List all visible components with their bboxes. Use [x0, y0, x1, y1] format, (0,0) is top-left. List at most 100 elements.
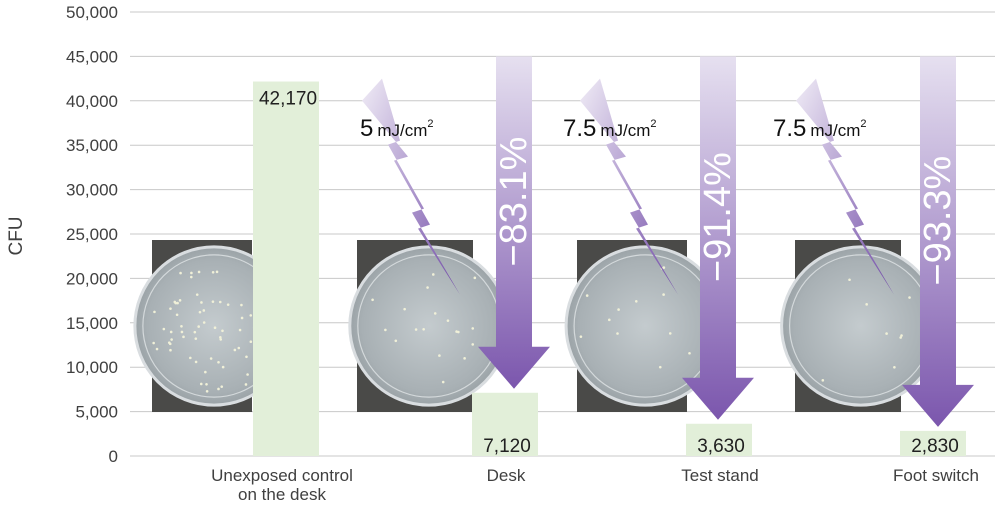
- value-labels: 42,170 7,120 3,630 2,830: [259, 89, 959, 457]
- y-tick-label: 30,000: [66, 181, 118, 200]
- colony: [190, 271, 193, 275]
- colony: [205, 382, 208, 386]
- dose-value: 5: [360, 115, 373, 142]
- colony: [848, 278, 851, 282]
- colony: [178, 299, 182, 302]
- dose-value: 7.5: [563, 115, 596, 142]
- category-label-line: Desk: [487, 466, 526, 485]
- dose-label: 7.5 mJ/cm2: [773, 115, 867, 142]
- colony: [217, 360, 220, 364]
- colony: [422, 328, 425, 331]
- x-axis: Unexposed control on the desk Desk Test sta…: [211, 466, 979, 504]
- colony: [194, 360, 198, 364]
- colony: [634, 300, 638, 303]
- value-label: 7,120: [483, 436, 531, 457]
- colony: [885, 332, 888, 335]
- colony: [221, 329, 224, 333]
- category-label: Desk: [487, 466, 526, 485]
- dose-value: 7.5: [773, 115, 806, 142]
- colony: [668, 332, 672, 335]
- colony: [403, 307, 406, 311]
- colony: [893, 365, 896, 369]
- colony: [238, 328, 242, 332]
- colony: [211, 300, 215, 303]
- colony: [617, 308, 620, 311]
- colony: [194, 337, 198, 340]
- colony: [658, 365, 662, 369]
- colony: [221, 365, 225, 369]
- y-axis: 0 5,000 10,000 15,000 20,000 25,000 30,000 35,0…: [66, 3, 118, 466]
- colony: [371, 298, 374, 302]
- colony: [169, 307, 172, 310]
- colony: [688, 351, 691, 355]
- colony: [179, 271, 182, 275]
- y-tick-label: 0: [109, 447, 118, 466]
- value-label: 3,630: [697, 436, 745, 457]
- colony: [244, 383, 248, 386]
- colony: [908, 296, 911, 299]
- colony: [579, 335, 583, 338]
- colony: [205, 389, 209, 393]
- colony: [463, 357, 466, 360]
- dose-label: 5 mJ/cm2: [360, 115, 434, 142]
- colony: [213, 326, 217, 330]
- uv-bolts: 5 mJ/cm2 7.5 mJ/cm2 7.5 mJ/cm2: [360, 78, 894, 295]
- colony: [169, 330, 173, 334]
- dose-unit-superscript: 2: [427, 118, 433, 130]
- colony: [199, 382, 203, 386]
- y-tick-label: 10,000: [66, 358, 118, 377]
- y-tick-label: 5,000: [75, 403, 118, 422]
- colony: [899, 336, 902, 339]
- category-label: Foot switch: [893, 466, 979, 485]
- dose-unit-superscript: 2: [860, 118, 866, 130]
- y-tick-label: 40,000: [66, 92, 118, 111]
- colony: [152, 341, 155, 345]
- colony: [219, 336, 222, 339]
- y-tick-label: 20,000: [66, 269, 118, 288]
- colony: [193, 330, 197, 334]
- colony: [240, 316, 244, 320]
- colony: [170, 338, 173, 341]
- y-tick-label: 25,000: [66, 225, 118, 244]
- category-label-line: Unexposed control: [211, 466, 353, 485]
- bars: [253, 81, 966, 457]
- colony: [249, 314, 253, 317]
- y-axis-label: CFU: [6, 216, 27, 255]
- colony: [182, 335, 185, 339]
- colony: [162, 327, 166, 331]
- petri-dish-photo: [348, 240, 510, 412]
- category-label-line: Foot switch: [893, 466, 979, 485]
- colony: [220, 385, 224, 388]
- uv-bolt-icon: [580, 78, 678, 295]
- colony: [616, 332, 619, 335]
- y-tick-label: 45,000: [66, 47, 118, 66]
- category-label-line: on the desk: [238, 485, 326, 504]
- colony: [438, 354, 441, 357]
- colony: [204, 370, 207, 374]
- colony: [169, 348, 172, 352]
- colony: [197, 270, 201, 274]
- colony: [441, 380, 445, 384]
- colony: [249, 340, 253, 343]
- colony: [446, 319, 450, 322]
- colony: [473, 276, 477, 280]
- reduction-arrow: [478, 56, 550, 389]
- colony: [394, 339, 398, 343]
- bar: [253, 81, 319, 457]
- colony: [900, 334, 903, 337]
- category-label: Test stand: [681, 466, 759, 485]
- reduction-percent: −83.1%: [493, 137, 535, 267]
- reduction-arrow: [902, 56, 974, 427]
- colony: [662, 293, 665, 296]
- colony: [190, 275, 193, 279]
- dose-label: 7.5 mJ/cm2: [563, 115, 657, 142]
- dose-unit-superscript: 2: [650, 118, 656, 130]
- value-label: 42,170: [259, 89, 317, 110]
- colony: [585, 294, 589, 297]
- colony: [219, 338, 223, 341]
- reduction-percent: −91.4%: [697, 152, 739, 282]
- uv-bolt-icon: [362, 78, 460, 295]
- colony: [240, 303, 243, 307]
- value-label: 2,830: [911, 436, 959, 457]
- colony: [821, 379, 825, 382]
